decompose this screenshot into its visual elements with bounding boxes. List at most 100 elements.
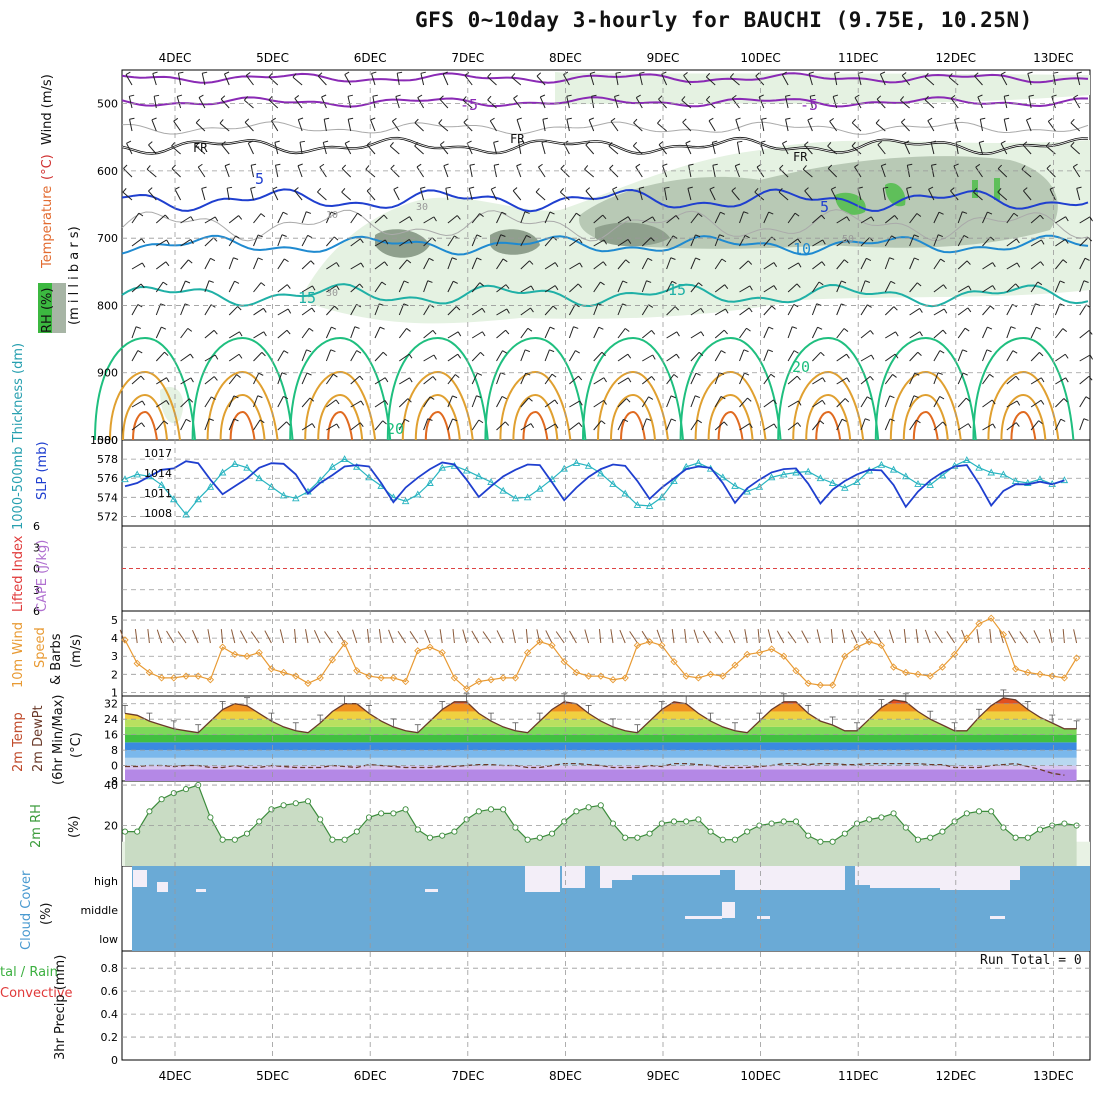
wind-barb bbox=[1030, 399, 1042, 408]
wind-barb-flag bbox=[807, 117, 813, 121]
wind-speed-point bbox=[560, 658, 568, 666]
wind-barb bbox=[271, 120, 279, 132]
wind-barb-flag bbox=[967, 307, 972, 313]
wind-barb-flag bbox=[968, 285, 972, 291]
wind-barb-flag bbox=[219, 119, 224, 124]
wind-barb bbox=[496, 234, 502, 247]
wind-barb-10m bbox=[409, 631, 419, 644]
wind-barb-flag bbox=[171, 142, 176, 147]
wind-barb-flag bbox=[712, 140, 718, 143]
wind-barb-flag bbox=[844, 259, 849, 264]
contour-20-arch bbox=[191, 336, 294, 441]
wind-barb bbox=[957, 235, 965, 247]
wind-barb bbox=[420, 73, 425, 86]
wind-barb bbox=[204, 280, 210, 293]
wind-barb bbox=[763, 373, 772, 385]
wind-barb-flag bbox=[916, 282, 922, 287]
wind-barb-flag bbox=[1059, 280, 1065, 284]
wind-barb-flag bbox=[286, 284, 291, 289]
wind-barb bbox=[374, 399, 386, 408]
contour-35-arch bbox=[620, 410, 646, 441]
wind-barb bbox=[802, 168, 813, 178]
wind-barb bbox=[156, 377, 167, 385]
wind-barb-flag bbox=[173, 117, 179, 122]
wind-barb-flag bbox=[407, 398, 412, 403]
wind-barb bbox=[927, 120, 935, 132]
wind-barb bbox=[957, 327, 966, 339]
wind-barb-flag bbox=[802, 165, 807, 170]
rh-point bbox=[451, 828, 458, 835]
wind-speed-point bbox=[926, 672, 934, 680]
wind-speed-point bbox=[1024, 668, 1032, 677]
rh-point bbox=[268, 806, 275, 813]
wind-barb-flag bbox=[554, 399, 559, 405]
wind-barb-flag bbox=[214, 216, 219, 222]
wind-barb bbox=[860, 237, 870, 247]
thickness-point bbox=[621, 489, 629, 497]
wind-barb-flag bbox=[681, 96, 686, 101]
wind-barb-10m bbox=[536, 629, 541, 644]
wind-barb bbox=[690, 307, 702, 316]
wind-barb-flag bbox=[397, 71, 403, 74]
wind-barb bbox=[423, 354, 435, 362]
wind-barb bbox=[544, 211, 551, 224]
wind-barb bbox=[277, 234, 283, 247]
date-label-bottom: 13DEC bbox=[1033, 1069, 1073, 1083]
wind-barb-flag bbox=[943, 284, 947, 289]
wind-barb-flag bbox=[383, 214, 388, 220]
wind-barb-flag bbox=[408, 239, 413, 244]
wind-barb-10m bbox=[841, 629, 846, 644]
rh-point bbox=[939, 828, 946, 835]
wind-barb-flag bbox=[697, 419, 703, 424]
wind-barb-flag bbox=[623, 418, 629, 422]
wind-barb bbox=[389, 145, 400, 155]
wind-barb bbox=[568, 326, 574, 339]
wind-barb-flag bbox=[846, 377, 850, 383]
wind-barb bbox=[787, 238, 799, 247]
wind-barb bbox=[511, 76, 522, 86]
wind-barb bbox=[612, 189, 619, 201]
wind-barb-flag bbox=[164, 214, 169, 220]
contour-25-arch bbox=[499, 370, 572, 441]
wind-barb-flag bbox=[747, 397, 752, 402]
wind-barb-flag bbox=[1088, 376, 1093, 381]
wind-barb-flag bbox=[633, 118, 638, 124]
wind-barb-10m bbox=[305, 629, 309, 644]
wind-barb bbox=[1000, 143, 1008, 155]
thickness-point bbox=[353, 462, 361, 470]
wind-barb bbox=[414, 122, 424, 132]
date-label-top: 8DEC bbox=[549, 51, 582, 65]
thickness-point bbox=[597, 469, 605, 477]
wind-barb-flag bbox=[743, 349, 749, 353]
wind-barb-flag bbox=[384, 239, 389, 245]
wind-barb-flag bbox=[476, 234, 482, 238]
wind-barb bbox=[739, 260, 749, 270]
wind-barb-flag bbox=[432, 376, 437, 381]
wind-barb-flag bbox=[239, 331, 243, 337]
wind-barb-flag bbox=[601, 420, 606, 425]
wind-barb-flag bbox=[577, 283, 583, 288]
contour-label-15b: 15 bbox=[668, 281, 686, 299]
wind-barb bbox=[1030, 420, 1040, 431]
wind-barb bbox=[1030, 326, 1037, 339]
wind-barb-flag bbox=[1065, 377, 1069, 383]
wind-barb-flag bbox=[615, 71, 621, 74]
wind-barb bbox=[617, 398, 627, 408]
wind-barb bbox=[297, 165, 303, 178]
wind-barb bbox=[129, 119, 133, 132]
wind-barb bbox=[569, 283, 579, 293]
contour-25-arch bbox=[206, 370, 279, 441]
wind-barb-flag bbox=[140, 375, 145, 381]
cape-label: CAPE (J/kg) bbox=[35, 540, 50, 612]
wind-barb-flag bbox=[1049, 186, 1055, 190]
wind-speed-point bbox=[670, 658, 678, 666]
wind-barb-flag bbox=[676, 353, 680, 359]
wind-barb-flag bbox=[1060, 418, 1066, 422]
wind-barb bbox=[812, 261, 823, 270]
wind-barb-flag bbox=[851, 118, 857, 124]
thickness-tick: 572 bbox=[97, 510, 118, 523]
wind-barb-flag bbox=[822, 239, 826, 245]
thickness-tick: 576 bbox=[97, 472, 118, 485]
thickness-point bbox=[841, 483, 849, 491]
wind-barb bbox=[468, 188, 473, 201]
